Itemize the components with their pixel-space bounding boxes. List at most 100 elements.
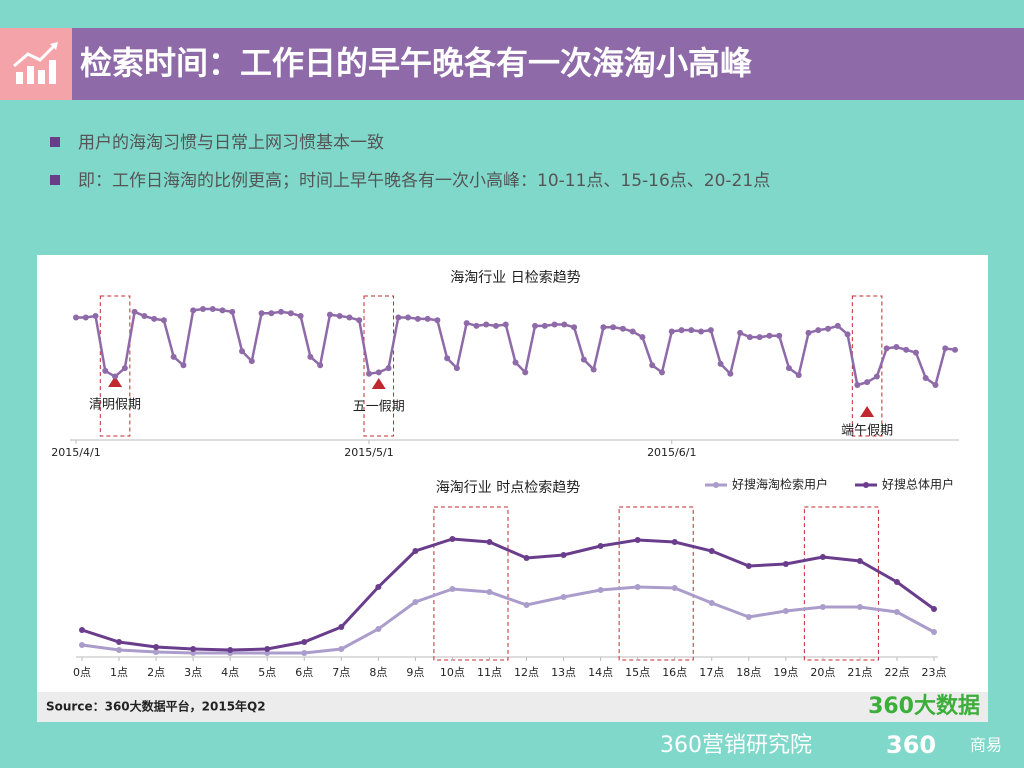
data-point [424, 315, 431, 322]
data-point [600, 324, 607, 331]
data-point [385, 365, 392, 372]
data-point [227, 647, 234, 653]
data-point [473, 322, 480, 329]
data-point [297, 313, 304, 320]
data-point [854, 382, 861, 388]
annotation-arrow [860, 406, 875, 417]
x-tick-label: 20点 [810, 666, 835, 679]
data-point [414, 315, 421, 322]
data-point [356, 317, 363, 324]
data-point [649, 362, 656, 369]
data-point [301, 639, 308, 645]
data-line [81, 537, 935, 652]
data-point [782, 561, 789, 567]
bullet-text: 用户的海淘习惯与日常上网习惯基本一致 [78, 133, 384, 153]
data-point [893, 344, 900, 350]
data-point [463, 320, 470, 327]
data-point [856, 558, 863, 564]
data-point [727, 370, 734, 377]
data-point [326, 311, 333, 318]
data-point [338, 646, 345, 652]
data-point [301, 650, 308, 656]
data-point [819, 604, 826, 610]
data-point [209, 306, 216, 312]
x-tick-label: 1点 [110, 666, 128, 679]
data-point [671, 585, 678, 591]
data-point [893, 579, 900, 585]
data-point [671, 539, 678, 545]
header-title: 检索时间：工作日的早午晚各有一次海淘小高峰 [80, 44, 752, 82]
data-point [317, 362, 324, 369]
data-point [375, 584, 382, 590]
data-point [659, 369, 665, 376]
data-point [785, 365, 792, 372]
data-point [844, 331, 851, 338]
data-point [523, 555, 530, 561]
legend-label: 好搜总体用户 [882, 477, 954, 492]
x-tick-label: 2015/4/1 [51, 446, 100, 459]
data-point [82, 314, 89, 321]
data-point [819, 554, 826, 560]
data-point [571, 324, 578, 331]
x-tick-label: 0点 [73, 666, 91, 679]
data-point [153, 644, 160, 650]
data-point [634, 584, 641, 590]
data-point [856, 604, 863, 610]
data-point [160, 317, 167, 324]
data-point [903, 346, 910, 353]
data-point [931, 629, 937, 635]
data-point [922, 374, 929, 381]
data-point [708, 548, 715, 554]
x-tick-label: 23点 [922, 666, 947, 679]
x-tick-label: 2015/5/1 [344, 446, 393, 459]
data-point [512, 359, 519, 366]
header-icon [13, 42, 58, 84]
chart-panel [37, 255, 988, 722]
data-point [453, 365, 460, 372]
data-point [668, 328, 675, 335]
data-point [942, 345, 949, 352]
data-point [268, 310, 275, 317]
data-point [131, 308, 138, 315]
header-bar [0, 28, 1024, 100]
data-point [532, 322, 539, 329]
footer-text: 360 [886, 731, 936, 759]
annotation-arrow [108, 376, 123, 387]
data-point [307, 353, 314, 360]
data-point [92, 313, 99, 320]
x-tick-label: 21点 [847, 666, 872, 679]
data-line [81, 585, 935, 655]
data-point [278, 308, 285, 315]
data-point [893, 609, 900, 615]
legend-label: 好搜海淘检索用户 [732, 477, 828, 492]
data-point [492, 322, 499, 329]
data-point [597, 543, 604, 549]
bullet-marker [50, 175, 60, 185]
data-point [746, 334, 753, 341]
data-point [153, 649, 160, 655]
data-point [434, 317, 441, 324]
data-point [580, 356, 587, 363]
x-tick-label: 19点 [773, 666, 798, 679]
data-point [405, 314, 412, 321]
data-point [486, 589, 493, 595]
highlight-box [851, 295, 883, 437]
x-tick-label: 4点 [221, 666, 239, 679]
data-point [610, 324, 617, 331]
highlight-box [618, 506, 694, 661]
data-point [151, 315, 158, 322]
data-point [79, 642, 85, 648]
data-point [561, 321, 568, 328]
chart-title: 海淘行业 日检索趋势 [450, 269, 580, 286]
source-text: Source：360大数据平台，2015年Q2 [46, 699, 266, 714]
x-tick-label: 7点 [332, 666, 350, 679]
x-tick-label: 12点 [514, 666, 539, 679]
data-point [707, 327, 714, 334]
data-point [121, 365, 128, 372]
data-point [551, 321, 558, 328]
highlight-box [433, 506, 509, 661]
data-point [502, 321, 509, 328]
x-tick-label: 6点 [295, 666, 313, 679]
x-tick-label: 10点 [440, 666, 465, 679]
header-icon-box [0, 28, 72, 100]
